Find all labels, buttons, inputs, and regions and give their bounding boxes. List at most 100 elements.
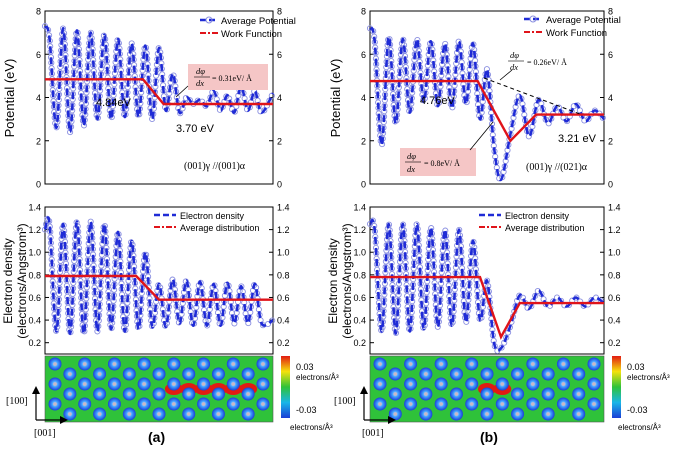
atom-core [469,402,474,406]
right-y-tick-label: 0.8 [608,270,621,280]
atom-core [439,402,443,406]
atom-core [53,402,57,406]
right-y-tick-label: 6 [277,50,282,60]
atom-core [82,362,87,366]
slope-value: = 0.31eV/ Å [212,74,252,83]
arrowhead-icon [32,386,40,394]
data-point [261,107,268,114]
atom-core [142,402,146,406]
arrowhead-icon [360,386,368,394]
work-function-right: 3.21 eV [558,133,597,145]
atom-core [97,372,102,376]
slope-denominator: dx [196,78,204,88]
chart-b-density: 0.2 0.4 0.6 0.8 1.0 1.2 1.4 0.2 0.4 0.6 0.8 1.0 1.2 1… [326,203,621,355]
right-y-tick-label: 2 [608,136,613,146]
y-tick-label: 6 [361,50,366,60]
data-point [498,344,505,351]
atom-core [216,392,221,396]
y-tick-label: 1.0 [353,248,366,258]
atom-core [231,382,236,386]
y-tick-label: 0.2 [28,338,41,348]
right-y-tick-label: 1.0 [608,248,621,258]
colorbar-top: 0.03 [296,362,314,372]
series-line-average-distribution [370,275,604,340]
y-tick-label: 0.2 [353,338,366,348]
atom-core [485,412,489,416]
slope-numerator: dφ [196,66,205,76]
atom-core [378,362,382,366]
atom-core [68,372,72,376]
colorbar-top: 0.03 [627,362,645,372]
work-function-left: 4.76eV [420,95,456,107]
atom-core [531,402,535,406]
atom-core [142,362,146,366]
slope-denominator: dx [510,62,518,72]
atom-core [157,372,161,376]
atom-core [592,362,596,366]
atom-core [246,412,250,416]
right-y-tick-label: 1.2 [277,225,290,235]
atom-core [186,372,191,376]
legend: Average Potential Work Function [524,15,621,39]
axis-direction-vertical: [100] [334,396,356,407]
y-axis-label: Potential (eV) [2,59,17,138]
y-axis-label-units: (electrons/Angstrom³) [15,223,29,338]
y-tick-label: 1.4 [28,203,41,213]
atom-core [424,412,428,416]
orientation-label: (001)γ //(001)α [184,161,246,172]
atom-core [500,382,505,386]
panel-label-b: (b) [480,429,498,445]
y-axis-label-units: (electrons/Angstrom³) [340,223,354,338]
atom-core [127,392,132,396]
atom-core [82,382,87,386]
atom-core [157,412,161,416]
chart-a-density: 0.2 0.4 0.6 0.8 1.0 1.2 1.4 0.2 0.4 0.6 0.8 1.0 1.2 1… [1,203,290,355]
atom-core [531,362,535,366]
slope-pointer [469,121,494,151]
atom-core [576,412,581,416]
series-line-electron-density [43,216,274,335]
atom-core [393,392,398,396]
atom-core [378,402,382,406]
panel-label-a: (a) [148,429,165,445]
atom-core [500,362,505,366]
atom-core [82,402,87,406]
atom-core [561,362,566,366]
colorbar-gradient [612,356,621,418]
data-point [177,110,184,117]
atom-core [592,382,596,386]
y-tick-label: 8 [361,7,366,17]
atom-core [127,372,132,376]
atom-core [454,372,459,376]
legend: Average Potential Work Function [200,16,296,40]
y-axis-label: Electron density [326,238,340,323]
map-frame [369,355,605,423]
right-y-tick-label: 6 [608,50,613,60]
charge-map-b [369,355,605,423]
atom-core [142,382,146,386]
atom-core [157,392,161,396]
right-y-tick-label: 0.4 [608,316,621,326]
atom-core [53,362,57,366]
legend-marker [205,16,213,24]
direction-arrows-a: [100] [001] [6,386,68,439]
atom-core [561,382,566,386]
data-point [186,97,193,104]
atom-core [546,372,550,376]
slope-numerator: dφ [407,151,416,161]
atom-core [246,392,250,396]
chart-b-potential: 0 2 4 6 8 0 2 4 6 8 Potential (eV) Average Potent… [328,7,621,190]
slope-value: = 0.26eV/ Å [527,58,567,67]
atom-core [261,362,265,366]
atom-core [454,392,459,396]
atom-core [231,362,236,366]
atom-core [112,362,117,366]
atom-core [485,372,489,376]
slope-pointer [175,85,189,98]
atom-core [231,402,236,406]
y-tick-label: 1.4 [353,203,366,213]
atom-core [531,382,535,386]
atom-core [172,382,176,386]
series-line-work-function [370,79,604,143]
